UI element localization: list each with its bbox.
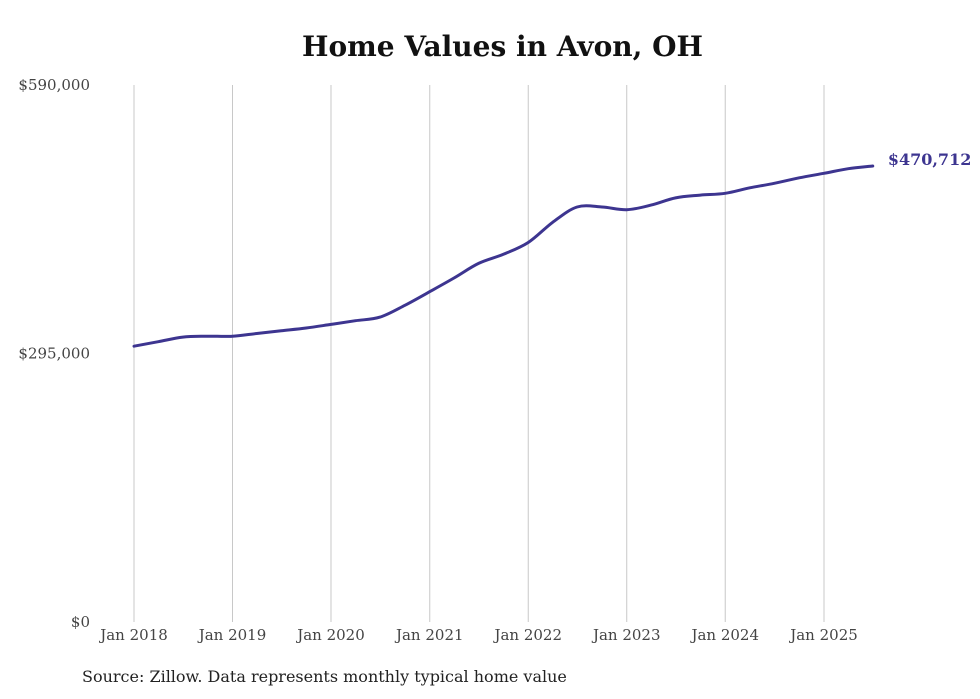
data-point <box>626 209 628 211</box>
data-point <box>798 177 800 179</box>
data-point <box>355 320 357 322</box>
x-tick-label: Jan 2025 <box>788 626 858 644</box>
data-point <box>675 197 677 199</box>
data-point <box>280 330 282 332</box>
data-point <box>527 241 529 243</box>
data-point <box>453 277 455 279</box>
data-point <box>773 182 775 184</box>
data-point <box>330 323 332 325</box>
data-point <box>379 316 381 318</box>
data-point <box>429 291 431 293</box>
chart-title: Home Values in Avon, OH <box>302 30 703 63</box>
data-point <box>872 165 874 167</box>
source-note: Source: Zillow. Data represents monthly … <box>82 667 567 686</box>
y-axis-ticks: $590,000 $295,000 $0 <box>18 76 90 631</box>
data-point <box>847 168 849 170</box>
data-point <box>478 262 480 264</box>
x-tick-label: Jan 2024 <box>689 626 759 644</box>
data-point <box>256 332 258 334</box>
data-point <box>502 253 504 255</box>
x-tick-label: Jan 2022 <box>492 626 562 644</box>
y-tick-label: $0 <box>71 613 90 631</box>
data-point <box>749 187 751 189</box>
data-point <box>724 192 726 194</box>
data-point <box>404 304 406 306</box>
data-point <box>182 336 184 338</box>
data-point <box>133 345 135 347</box>
x-tick-label: Jan 2019 <box>197 626 267 644</box>
data-point <box>576 206 578 208</box>
x-tick-label: Jan 2018 <box>98 626 168 644</box>
data-point <box>305 327 307 329</box>
x-tick-label: Jan 2021 <box>394 626 464 644</box>
series-line <box>132 164 875 348</box>
y-tick-label: $590,000 <box>18 76 90 94</box>
y-tick-label: $295,000 <box>18 345 90 363</box>
data-point <box>157 341 159 343</box>
data-point <box>823 172 825 174</box>
data-point <box>207 335 209 337</box>
gridlines <box>133 85 825 622</box>
end-value-label: $470,712 <box>888 150 972 169</box>
x-tick-label: Jan 2023 <box>591 626 661 644</box>
data-point <box>601 206 603 208</box>
data-point <box>552 221 554 223</box>
data-point <box>699 194 701 196</box>
data-point <box>650 204 652 206</box>
series-layer <box>132 164 875 348</box>
data-point <box>231 335 233 337</box>
x-tick-label: Jan 2020 <box>295 626 365 644</box>
x-axis-ticks: Jan 2018 Jan 2019 Jan 2020 Jan 2021 Jan 2022… <box>98 626 858 644</box>
